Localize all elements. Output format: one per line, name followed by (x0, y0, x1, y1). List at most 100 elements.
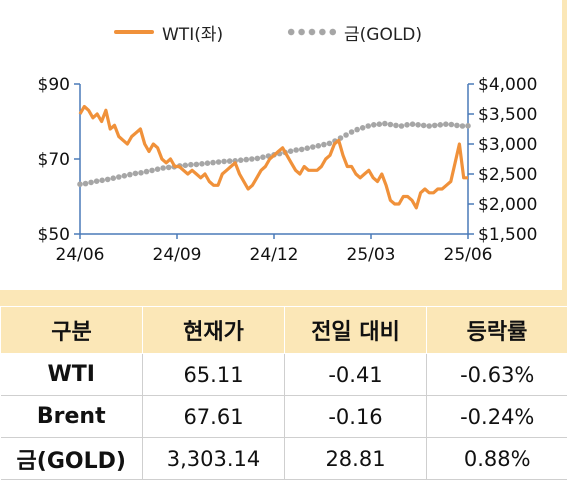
gold-point (210, 160, 216, 166)
price-chart: $90$70$50$4,000$3,500$3,000$2,500$2,000$… (0, 0, 562, 290)
right-tick-label: $4,000 (478, 75, 537, 95)
gold-point (99, 178, 105, 184)
gold-point (365, 123, 371, 129)
gold-point (183, 163, 189, 169)
header-change-rate: 등락률 (427, 307, 567, 354)
gold-point (443, 121, 449, 127)
gold-point (166, 165, 172, 171)
current-price-cell: 3,303.14 (143, 438, 285, 480)
change-rate-cell: -0.63% (427, 354, 567, 396)
gold-point (160, 165, 166, 171)
right-tick-label: $2,000 (478, 195, 537, 215)
gold-point (437, 122, 443, 128)
gold-point (382, 121, 388, 127)
gold-point (88, 180, 94, 186)
table-row: 금(GOLD) 3,303.14 28.81 0.88% (1, 438, 567, 480)
gold-point (77, 181, 83, 187)
gold-point (321, 142, 327, 148)
gold-point (199, 161, 205, 167)
left-tick-label: $90 (38, 75, 70, 95)
left-tick-label: $50 (38, 225, 70, 245)
table-row: Brent 67.61 -0.16 -0.24% (1, 396, 567, 438)
gold-point (227, 158, 233, 164)
gold-point (393, 123, 399, 129)
header-category: 구분 (1, 307, 143, 354)
current-price-cell: 67.61 (143, 396, 285, 438)
gold-point (349, 129, 355, 135)
gold-point (310, 144, 316, 150)
gold-point (255, 156, 261, 162)
gold-point (243, 157, 249, 163)
gold-point (249, 156, 255, 162)
row-label: 금(GOLD) (1, 438, 143, 480)
gold-point (133, 171, 139, 177)
gold-point (149, 168, 155, 174)
gold-point (460, 123, 466, 129)
gold-point (127, 172, 133, 178)
gold-point (138, 170, 144, 176)
gold-point (449, 122, 455, 128)
x-tick-label: 25/03 (347, 245, 396, 265)
legend-item-wti: WTI(좌) (114, 20, 223, 44)
axes (74, 84, 474, 239)
wti-line (80, 107, 468, 208)
wti-series (80, 107, 468, 208)
gold-point (221, 159, 227, 165)
gold-point (83, 181, 89, 187)
gold-point (205, 160, 211, 166)
gold-point (155, 166, 161, 172)
gold-point (343, 132, 349, 138)
current-price-cell: 65.11 (143, 354, 285, 396)
daily-change-cell: 28.81 (285, 438, 427, 480)
header-current-price: 현재가 (143, 307, 285, 354)
gold-point (432, 123, 438, 129)
right-tick-label: $3,500 (478, 105, 537, 125)
gold-point (421, 123, 427, 129)
gold-point (293, 147, 299, 153)
row-label: WTI (1, 354, 143, 396)
gold-point (188, 162, 194, 168)
divider-band (0, 290, 567, 306)
gold-point (316, 143, 322, 149)
gold-point (377, 121, 383, 127)
gold-point (238, 157, 244, 163)
gold-point (144, 169, 150, 175)
row-label: Brent (1, 396, 143, 438)
gold-point (360, 125, 366, 131)
change-rate-cell: -0.24% (427, 396, 567, 438)
gold-point (465, 123, 471, 129)
table-header-row: 구분 현재가 전일 대비 등락률 (1, 307, 567, 354)
gold-point (299, 147, 305, 153)
gold-dots-swatch-icon (286, 28, 338, 36)
right-tick-label: $2,500 (478, 165, 537, 185)
gold-point (327, 141, 333, 147)
gold-point (122, 173, 128, 179)
x-tick-label: 24/09 (153, 245, 202, 265)
legend-label-wti: WTI(좌) (162, 20, 223, 45)
header-daily-change: 전일 대비 (285, 307, 427, 354)
gold-point (288, 148, 294, 154)
gold-point (216, 159, 222, 165)
gold-point (388, 122, 394, 128)
change-rate-cell: 0.88% (427, 438, 567, 480)
gold-point (110, 175, 116, 181)
gold-point (399, 123, 405, 129)
price-table: 구분 현재가 전일 대비 등락률 WTI 65.11 -0.41 -0.63% … (0, 306, 567, 480)
gold-point (371, 122, 377, 128)
gold-point (94, 178, 100, 184)
gold-point (194, 162, 200, 168)
wti-line-swatch-icon (114, 30, 154, 34)
gold-point (410, 121, 416, 127)
left-tick-label: $70 (38, 150, 70, 170)
gold-point (404, 122, 410, 128)
daily-change-cell: -0.41 (285, 354, 427, 396)
table-row: WTI 65.11 -0.41 -0.63% (1, 354, 567, 396)
x-tick-label: 25/06 (444, 245, 493, 265)
chart-area: $90$70$50$4,000$3,500$3,000$2,500$2,000$… (0, 0, 567, 290)
gold-point (426, 123, 432, 129)
gold-point (304, 145, 310, 151)
legend-label-gold: 금(GOLD) (344, 20, 422, 45)
gold-point (116, 174, 122, 180)
gold-point (260, 154, 266, 160)
right-tick-label: $3,000 (478, 135, 537, 155)
